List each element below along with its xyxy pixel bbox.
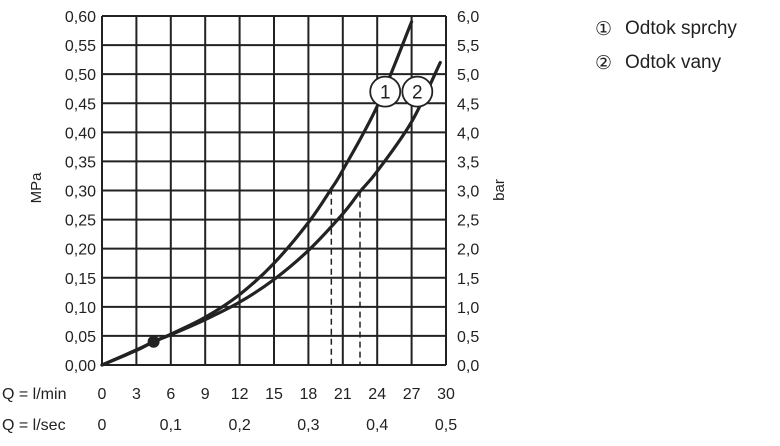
x-axis-unit-lmin: Q = l/min [2, 386, 66, 403]
operating-point [147, 335, 160, 348]
y-tick-label-mpa: 0,60 [65, 9, 96, 26]
curve-marker-circle [401, 75, 434, 108]
y-tick-label-bar: 5,5 [457, 38, 479, 55]
pressure-flow-chart: 0,000,050,100,150,200,250,300,350,400,45… [2, 9, 508, 434]
x-tick-label-lsec: 0,5 [435, 417, 457, 434]
y-tick-label-mpa: 0,05 [65, 329, 96, 346]
legend-item-shower: ① Odtok sprchy [595, 12, 737, 46]
y-axis-label-bar: bar [491, 179, 508, 201]
y-tick-label-mpa: 0,20 [65, 242, 96, 259]
x-tick-label-lsec: 0 [98, 417, 107, 434]
y-tick-label-bar: 3,5 [457, 154, 479, 171]
x-tick-label-lmin: 3 [132, 386, 141, 403]
x-tick-label-lmin: 21 [334, 386, 352, 403]
legend-label-bath: Odtok vany [625, 52, 722, 73]
x-axis-ticks-lmin: 0 3 6 9 12 15 18 21 24 27 30 [98, 386, 455, 403]
y-tick-label-mpa: 0,40 [65, 125, 96, 142]
y-tick-label-mpa: 0,25 [65, 213, 96, 230]
y-tick-label-mpa: 0,10 [65, 300, 96, 317]
x-tick-label-lmin: 15 [265, 386, 283, 403]
dashed-drop-lines [330, 188, 361, 365]
curve-2 [100, 60, 442, 367]
y-tick-label-mpa: 0,15 [65, 271, 96, 288]
x-tick-label-lmin: 30 [437, 386, 455, 403]
curve-marker-label: 2 [412, 83, 423, 104]
y-tick-label-mpa: 0,35 [65, 154, 96, 171]
y-tick-label-bar: 2,0 [457, 242, 479, 259]
x-tick-label-lsec: 0,1 [160, 417, 182, 434]
x-tick-label-lmin: 12 [231, 386, 249, 403]
x-tick-label-lsec: 0,2 [228, 417, 250, 434]
y-tick-label-bar: 5,0 [457, 67, 479, 84]
curves [100, 20, 442, 367]
legend-marker-2: ② [595, 52, 613, 74]
y-axis-label-mpa: MPa [28, 172, 45, 204]
y-tick-label-mpa: 0,55 [65, 38, 96, 55]
y-tick-label-mpa: 0,30 [65, 184, 96, 201]
y-tick-label-bar: 4,5 [457, 96, 479, 113]
x-tick-label-lsec: 0,4 [366, 417, 388, 434]
y-tick-label-bar: 1,0 [457, 300, 479, 317]
y-axis-ticks-mpa: 0,00 0,05 0,10 0,15 0,20 0,25 0,30 0,35 0,40 0,45… [65, 9, 96, 375]
y-tick-label-mpa: 0,50 [65, 67, 96, 84]
y-axis-ticks-bar: 0,0 0,5 1,0 1,5 2,0 2,5 3,0 3,5 4,0 4,5 5,0 5,5 6,0 [457, 9, 479, 375]
x-tick-label-lmin: 0 [98, 386, 107, 403]
legend-marker-1: ① [595, 18, 613, 40]
y-tick-label-bar: 6,0 [457, 9, 479, 26]
grid [101, 15, 447, 366]
x-tick-label-lmin: 24 [368, 386, 386, 403]
x-tick-label-lmin: 6 [166, 386, 175, 403]
legend-item-bath: ② Odtok vany [595, 46, 737, 80]
y-tick-label-mpa: 0,00 [65, 358, 96, 375]
legend-label-shower: Odtok sprchy [625, 18, 737, 39]
x-axis-ticks-lsec: 0 0,1 0,2 0,3 0,4 0,5 [98, 417, 458, 434]
curve-marker-label: 1 [380, 83, 391, 104]
y-tick-label-bar: 0,5 [457, 329, 479, 346]
y-tick-label-bar: 2,5 [457, 213, 479, 230]
y-tick-label-mpa: 0,45 [65, 96, 96, 113]
legend: ① Odtok sprchy ② Odtok vany [595, 12, 737, 80]
x-axis-unit-lsec: Q = l/sec [2, 417, 66, 434]
y-tick-label-bar: 0,0 [457, 358, 479, 375]
x-tick-label-lsec: 0,3 [297, 417, 319, 434]
y-tick-label-bar: 1,5 [457, 271, 479, 288]
x-tick-label-lmin: 9 [201, 386, 210, 403]
y-tick-label-bar: 3,0 [457, 184, 479, 201]
curve-marker-circle [369, 75, 402, 108]
x-tick-label-lmin: 27 [403, 386, 421, 403]
x-tick-label-lmin: 18 [300, 386, 318, 403]
y-tick-label-bar: 4,0 [457, 125, 479, 142]
